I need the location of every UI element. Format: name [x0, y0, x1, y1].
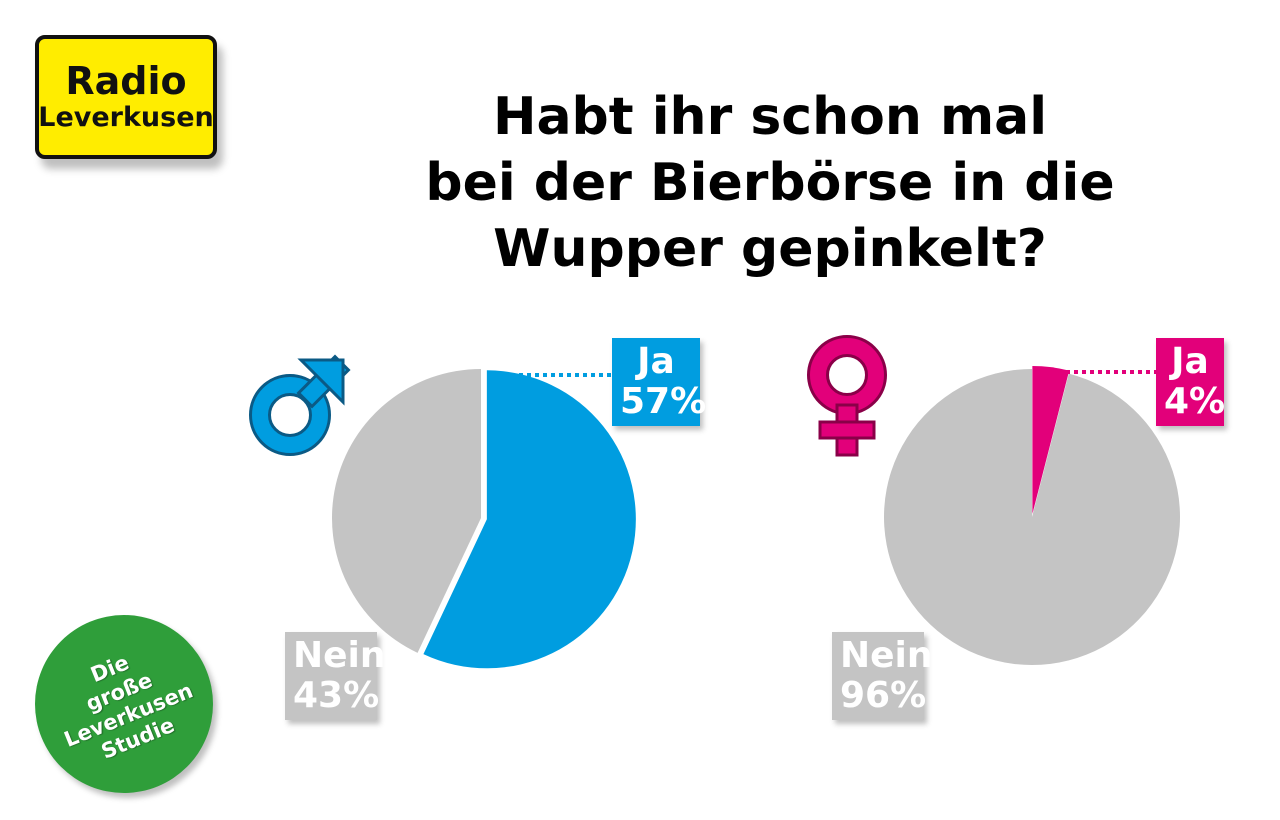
ja-label-male: Ja 57%: [612, 338, 707, 426]
title-line-3: Wupper gepinkelt?: [493, 219, 1047, 279]
ja-value-male: 57%: [620, 381, 707, 422]
study-badge: Die große Leverkusen Studie: [35, 615, 213, 793]
title-line-1: Habt ihr schon mal: [492, 87, 1048, 147]
ja-label-female-text: Ja: [1171, 341, 1209, 382]
nein-label-female-text: Nein: [840, 635, 933, 676]
nein-label-male: Nein 43%: [285, 632, 386, 720]
male-symbol-icon: [249, 354, 351, 456]
pie-slice-nein: [332, 369, 481, 653]
logo-line-1: Radio: [65, 59, 187, 103]
nein-value-male: 43%: [293, 675, 380, 716]
pie-slice-ja: [1032, 366, 1070, 515]
pie-slice-ja: [423, 370, 636, 669]
ja-value-female: 4%: [1164, 381, 1226, 422]
pie-chart-male: [332, 369, 636, 669]
ja-label-female: Ja 4%: [1156, 338, 1226, 426]
female-symbol-icon: [807, 335, 887, 457]
page-title: Habt ihr schon mal bei der Bierbörse in …: [410, 84, 1130, 282]
nein-value-female: 96%: [840, 675, 927, 716]
ja-label-male-text: Ja: [637, 341, 675, 382]
logo-line-2: Leverkusen: [38, 102, 214, 133]
nein-label-female: Nein 96%: [832, 632, 933, 720]
nein-label-male-text: Nein: [293, 635, 386, 676]
radio-leverkusen-logo: Radio Leverkusen: [35, 35, 217, 159]
pie-slice-nein: [884, 369, 1181, 665]
pie-charts: [249, 335, 1181, 669]
pie-chart-female: [884, 366, 1181, 665]
title-line-2: bei der Bierbörse in die: [425, 153, 1115, 213]
